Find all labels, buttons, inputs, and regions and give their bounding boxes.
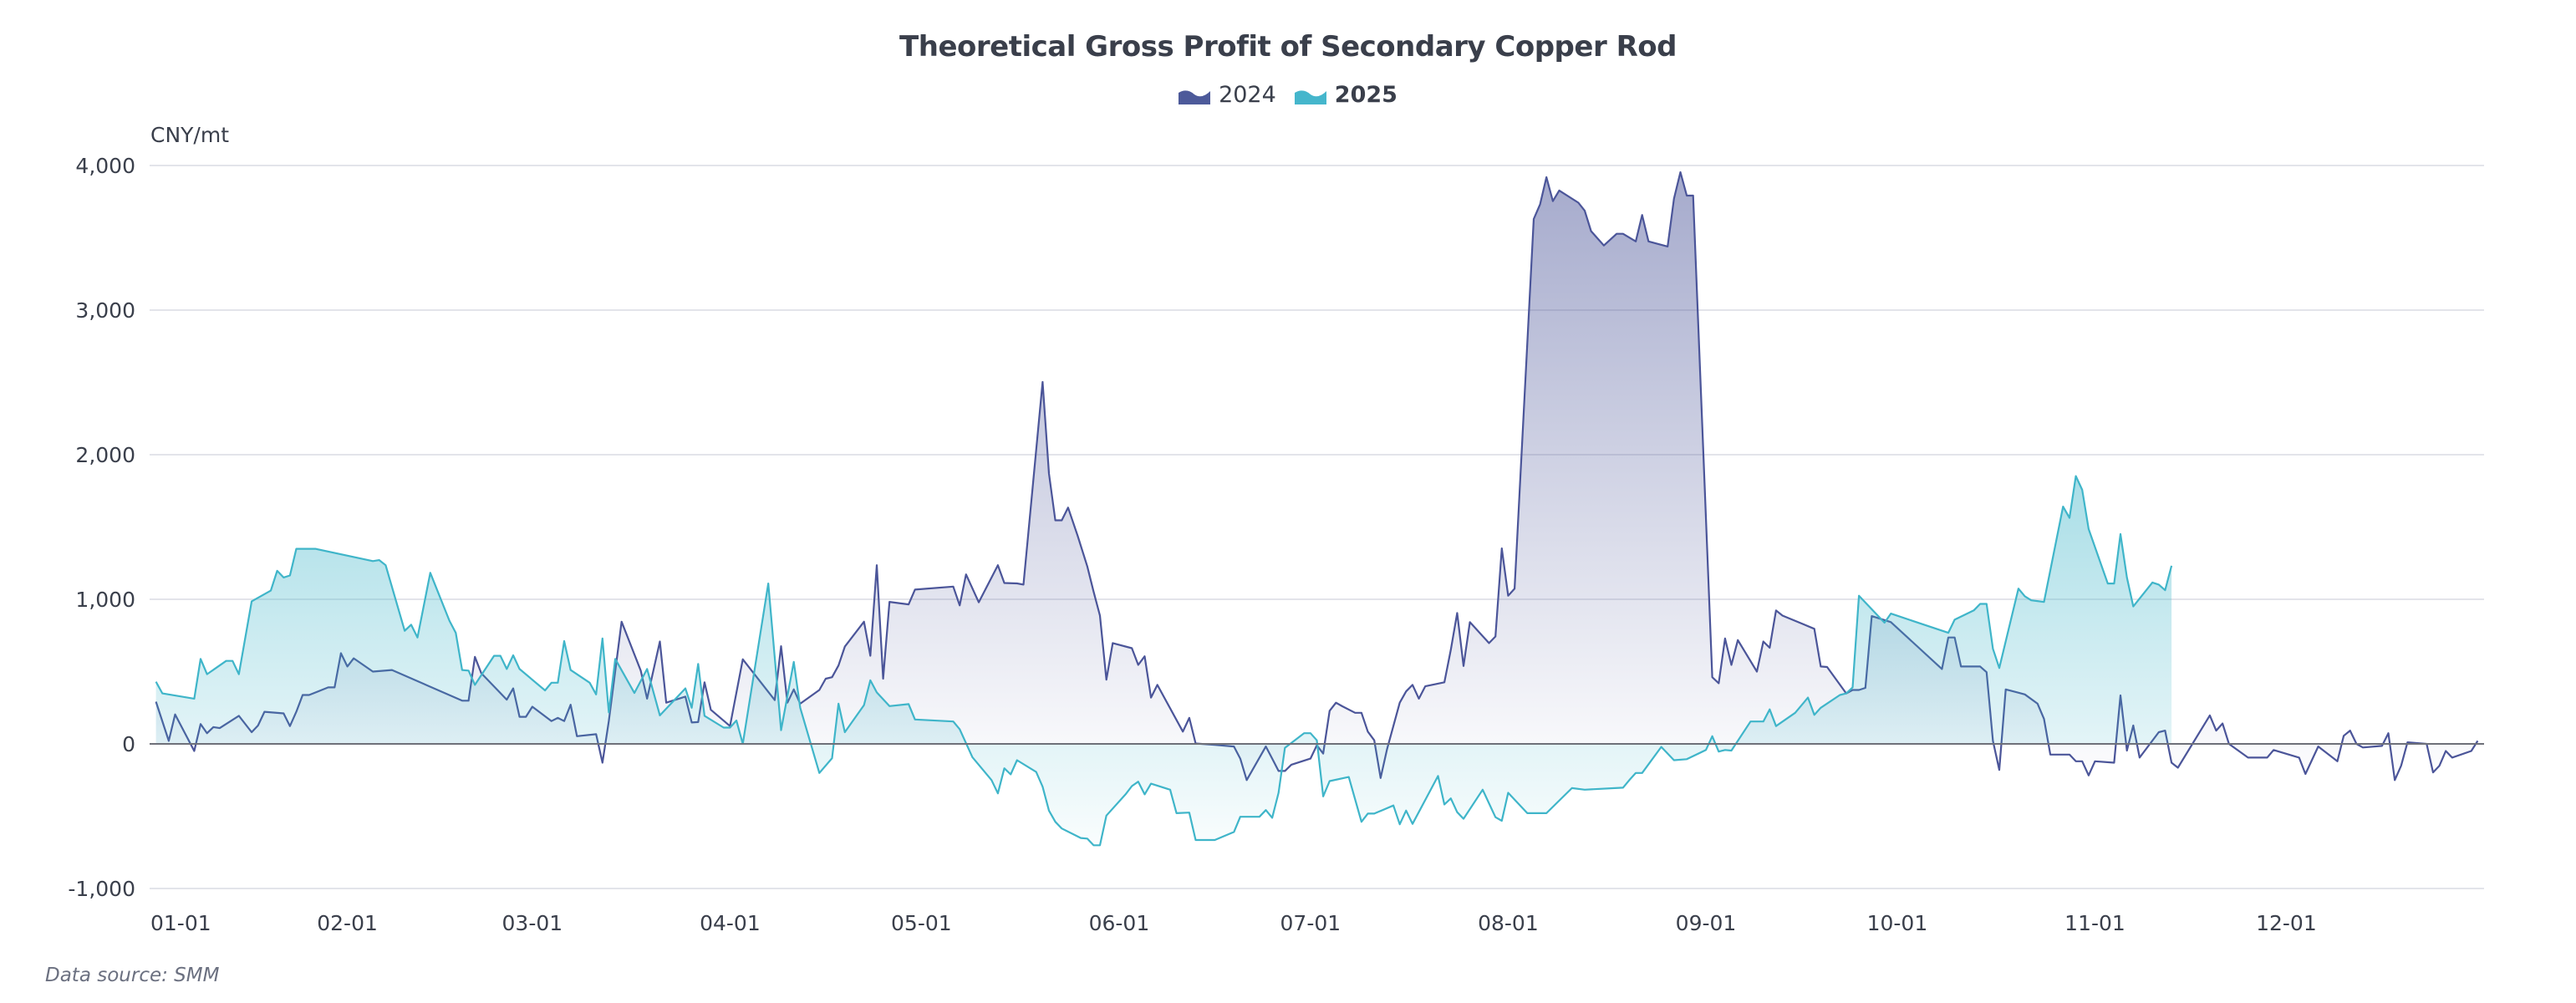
x-tick-label: 07-01 (1280, 911, 1341, 935)
x-tick-label: 10-01 (1867, 911, 1928, 935)
x-tick-label: 06-01 (1089, 911, 1150, 935)
legend-label-2025: 2025 (1334, 82, 1397, 108)
y-tick-label: 4,000 (75, 154, 135, 178)
x-axis: 01-01 02-01 03-01 04-01 05-01 06-01 07-01 08-01… (150, 911, 2317, 935)
x-tick-label: 03-01 (502, 911, 563, 935)
legend-label-2024: 2024 (1219, 82, 1276, 108)
line-2025 (155, 475, 2173, 847)
gridlines (150, 165, 2484, 889)
x-tick-label: 04-01 (700, 911, 761, 935)
area-fill-2025 (155, 476, 2172, 846)
data-source-note: Data source: SMM (45, 965, 220, 986)
x-tick-label: 01-01 (150, 911, 211, 935)
legend: 2024 2025 (0, 82, 2576, 108)
y-axis-unit-label: CNY/mt (150, 123, 229, 147)
y-axis: 4,000 3,000 2,000 1,000 0 -1,000 (68, 154, 135, 901)
y-tick-label: 1,000 (75, 588, 135, 612)
x-tick-label: 08-01 (1478, 911, 1539, 935)
legend-item-2024[interactable]: 2024 (1179, 82, 1276, 108)
x-tick-label: 12-01 (2256, 911, 2317, 935)
chart-title: Theoretical Gross Profit of Secondary Co… (899, 30, 1677, 64)
legend-area-icon-2025 (1294, 89, 1326, 104)
y-tick-label: 3,000 (75, 298, 135, 323)
y-tick-label: 0 (122, 732, 135, 756)
series-layer (155, 171, 2479, 847)
series-2025 (155, 475, 2173, 847)
x-tick-label: 09-01 (1676, 911, 1737, 935)
x-tick-label: 02-01 (317, 911, 378, 935)
y-tick-label: 2,000 (75, 443, 135, 467)
legend-item-2025[interactable]: 2025 (1294, 82, 1397, 108)
legend-area-icon-2024 (1179, 89, 1211, 104)
x-tick-label: 11-01 (2064, 911, 2125, 935)
y-tick-label: -1,000 (68, 877, 135, 901)
x-tick-label: 05-01 (891, 911, 952, 935)
